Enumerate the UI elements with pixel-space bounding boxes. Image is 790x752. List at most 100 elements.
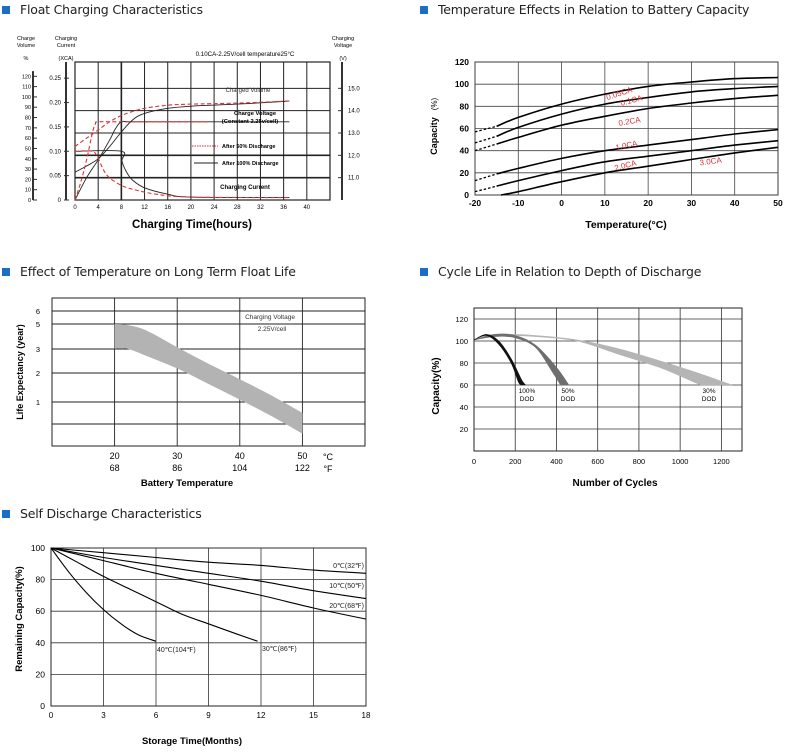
x-axis-title: Charging Time(hours) xyxy=(132,219,252,231)
axis-title-voltage: Charging xyxy=(332,36,354,42)
x-tick-label-celsius: 30 xyxy=(172,451,182,461)
x-tick-label-celsius: 20 xyxy=(110,451,120,461)
x-tick-label: 4 xyxy=(97,205,101,211)
y-tick-label: 40 xyxy=(36,638,46,648)
series-line-0-1ca-dashed xyxy=(474,135,497,144)
chart-float-charging: 0 4 8 12 16 20 24 28 32 36 40 0 10 20 30 40 50 60 70 80 90 10… xyxy=(17,36,361,231)
y-tick-label: 20 xyxy=(36,669,46,679)
series-line-2-0ca xyxy=(496,139,779,187)
section-title-text: Effect of Temperature on Long Term Float… xyxy=(20,264,296,279)
x-tick-label: 20 xyxy=(188,205,195,211)
series-line-3-0ca xyxy=(500,146,779,196)
x-tick-label: 1000 xyxy=(672,457,689,466)
y-tick-label-voltage: 13.0 xyxy=(348,131,360,137)
dod-label: 50% xyxy=(561,388,574,395)
x-tick-label: 12 xyxy=(257,711,266,720)
annotation-charge-voltage: Charge Voltage xyxy=(234,111,277,117)
x-tick-label: 0 xyxy=(472,457,476,466)
dod-band-30-dod xyxy=(473,333,732,386)
series-line-0-05ca xyxy=(496,76,779,128)
y-tick-label: 40 xyxy=(460,146,470,156)
y-tick-label-volume: 120 xyxy=(22,74,31,80)
unit-celsius: °C xyxy=(323,452,334,462)
x-tick-label: 40 xyxy=(303,205,310,211)
y-tick-label-current: 0.15 xyxy=(49,125,61,131)
y-tick-label-volume: 100 xyxy=(22,95,31,101)
series-line-2-0ca-dashed xyxy=(474,185,497,193)
x-tick-label: 0 xyxy=(73,205,77,211)
series-line-2 xyxy=(50,547,367,620)
series-line-charged-volume-100-discharge- xyxy=(74,100,290,173)
bullet-square-icon xyxy=(420,267,428,276)
x-tick-label: 15 xyxy=(309,711,318,720)
series-label: 40℃(104℉) xyxy=(157,647,196,654)
x-tick-label: 10 xyxy=(600,198,610,208)
y-tick-label-volume: 110 xyxy=(22,85,31,91)
bullet-square-icon xyxy=(2,509,10,518)
x-tick-label: 8 xyxy=(120,205,124,211)
section-title-temperature-capacity: Temperature Effects in Relation to Batte… xyxy=(420,2,749,17)
x-tick-label-fahrenheit: 122 xyxy=(295,463,310,473)
annotation-charging-current: Charging Current xyxy=(220,185,270,191)
series-line-1-0ca xyxy=(496,128,779,175)
x-tick-label: 30 xyxy=(687,198,697,208)
y-tick-label-current: 0 xyxy=(58,198,62,204)
y-tick-label-volume: 20 xyxy=(25,177,31,183)
section-title-float-life: Effect of Temperature on Long Term Float… xyxy=(2,264,296,279)
axis-title-volume: Volume xyxy=(17,43,35,49)
axis-title-volume: Charge xyxy=(17,36,35,42)
y-tick-label-voltage: 12.0 xyxy=(348,153,360,159)
x-tick-label-celsius: 50 xyxy=(297,451,307,461)
y-tick-label: 2 xyxy=(36,369,40,378)
x-axis-title: Temperature(°C) xyxy=(585,219,667,231)
chart-subtitle: 0.10CA-2.25V/cell temperature25°C xyxy=(196,51,295,58)
series-line-charge-voltage-50-discharge- xyxy=(74,121,209,201)
series-line-0-05ca-dashed xyxy=(474,125,497,133)
x-tick-label: 16 xyxy=(164,205,171,211)
x-tick-label: 32 xyxy=(257,205,264,211)
x-tick-label: 24 xyxy=(211,205,218,211)
y-tick-label: 80 xyxy=(460,359,468,368)
annotation-charging-voltage: Charging Voltage xyxy=(245,314,295,321)
series-line-0 xyxy=(50,547,367,574)
x-tick-label: 800 xyxy=(633,457,646,466)
series-line-3 xyxy=(50,547,258,642)
y-tick-label-current: 0.20 xyxy=(49,101,61,107)
y-tick-label: 60 xyxy=(460,124,470,134)
x-tick-label-celsius: 40 xyxy=(235,451,245,461)
y-tick-label-volume: 30 xyxy=(25,167,31,173)
x-axis-title: Number of Cycles xyxy=(572,478,657,489)
x-tick-label: 40 xyxy=(730,198,740,208)
series-line-0-1ca xyxy=(496,85,779,138)
chart-temperature-capacity: -20 -10 0 10 20 30 40 50 0 20 40 60 80 100 120 Capacity… xyxy=(429,57,783,231)
x-tick-label: 18 xyxy=(362,711,371,720)
y-axis-unit: (%) xyxy=(430,97,439,110)
y-axis-title: Life Expectancy (year) xyxy=(15,324,25,420)
x-tick-label: 200 xyxy=(509,457,522,466)
y-tick-label-volume: 60 xyxy=(25,136,31,142)
axis-title-voltage: Voltage xyxy=(334,43,352,49)
legend-label-50: After 50% Discharge xyxy=(222,144,276,150)
x-tick-label: -10 xyxy=(512,198,525,208)
x-tick-label: 6 xyxy=(154,711,159,720)
y-tick-label: 1 xyxy=(36,398,40,407)
x-tick-label: 1200 xyxy=(713,457,730,466)
y-tick-label: 20 xyxy=(460,425,468,434)
series-label: 1.0CA xyxy=(615,139,639,153)
y-tick-label: 100 xyxy=(455,337,468,346)
plot-frame xyxy=(74,61,331,201)
x-tick-label: 12 xyxy=(141,205,148,211)
x-axis-title: Storage Time(Months) xyxy=(142,736,242,747)
y-tick-label: 6 xyxy=(36,307,40,316)
y-axis-title: Remaining Capacity(%) xyxy=(14,566,25,672)
y-axis-title: Capacity(%) xyxy=(431,357,442,414)
dod-band-50-dod xyxy=(473,333,570,386)
dod-band-100-dod xyxy=(473,334,527,386)
y-tick-label: 3 xyxy=(36,345,40,354)
plot-frame xyxy=(473,307,743,452)
x-tick-label: 20 xyxy=(643,198,653,208)
y-tick-label: 0 xyxy=(464,190,469,200)
series-label: 20℃(68℉) xyxy=(329,603,364,610)
y-tick-label-current: 0.25 xyxy=(49,76,61,82)
annotation-constant-voltage: (Constant 2.25v/cell) xyxy=(222,119,278,125)
